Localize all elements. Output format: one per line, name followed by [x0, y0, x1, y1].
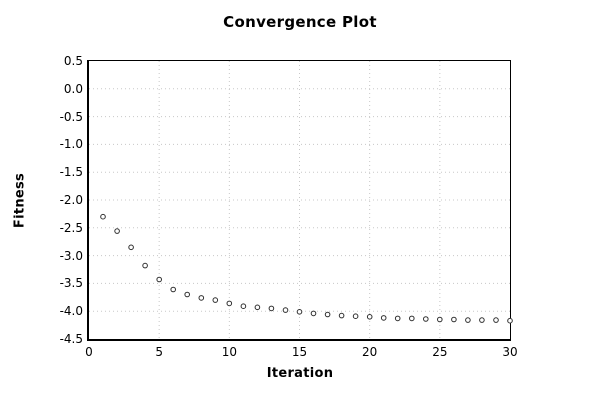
data-point-marker	[352, 313, 359, 319]
data-point-marker	[226, 300, 233, 307]
data-point-marker	[296, 309, 303, 315]
data-point-marker	[170, 286, 176, 293]
data-point-marker	[394, 315, 401, 322]
y-axis-label: Fitness	[12, 172, 28, 229]
data-point-marker	[451, 316, 457, 323]
data-point-marker	[507, 317, 513, 324]
data-point-marker	[479, 317, 485, 323]
y-tick-label: -1.5	[59, 165, 83, 180]
data-point-marker	[282, 307, 289, 313]
data-point-marker	[240, 303, 247, 309]
x-tick-label: 5	[155, 345, 163, 359]
data-point-marker	[409, 315, 415, 322]
data-point-marker	[437, 316, 443, 323]
chart-title: Convergence Plot	[223, 13, 377, 31]
plot-area	[89, 61, 513, 339]
x-axis-label: Iteration	[266, 366, 334, 381]
data-point-marker	[114, 228, 120, 234]
data-point-marker	[254, 304, 261, 311]
data-point-marker	[338, 312, 345, 319]
data-point-marker	[380, 315, 387, 321]
y-tick-label: -2.5	[59, 220, 83, 235]
x-tick-label: 30	[502, 345, 518, 359]
gridlines	[89, 61, 510, 339]
data-point-marker	[156, 276, 162, 283]
data-point-marker	[212, 297, 219, 303]
x-tick-label: 10	[221, 345, 237, 359]
x-tick-label: 0	[85, 345, 93, 359]
data-point-marker	[310, 310, 317, 317]
y-tick-label: -3.0	[59, 248, 83, 263]
data-point-marker	[268, 305, 275, 312]
y-tick-label: -4.0	[59, 304, 83, 319]
y-tick-label: -1.0	[59, 137, 83, 152]
x-tick-label: 25	[432, 345, 448, 359]
data-point-marker	[324, 311, 331, 318]
data-point-marker	[465, 317, 471, 323]
data-point-marker	[198, 295, 205, 301]
y-tick-label: -4.5	[59, 332, 83, 346]
y-tick-label: -3.5	[59, 276, 83, 291]
x-tick-label: 15	[291, 345, 308, 359]
x-tick-label: 20	[362, 345, 378, 359]
y-tick-label: -0.5	[59, 109, 83, 124]
data-point-marker	[100, 213, 106, 220]
data-point-marker	[493, 317, 499, 323]
y-tick-label: 0.0	[63, 81, 83, 96]
data-point-marker	[366, 314, 373, 320]
data-points	[100, 213, 513, 324]
data-point-marker	[128, 244, 134, 251]
y-tick-label: -2.0	[59, 193, 83, 207]
y-tick-label: 0.5	[63, 54, 83, 68]
data-point-marker	[423, 316, 429, 322]
data-point-marker	[142, 262, 148, 269]
data-point-marker	[184, 291, 190, 298]
